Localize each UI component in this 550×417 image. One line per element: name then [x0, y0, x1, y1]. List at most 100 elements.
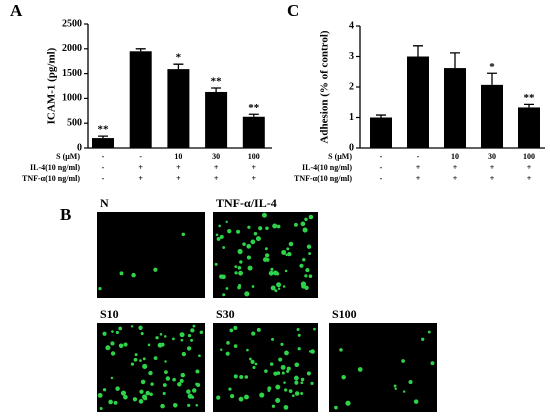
bar	[167, 69, 190, 148]
cell	[276, 224, 281, 229]
cell	[233, 374, 238, 379]
cell	[139, 389, 144, 394]
cell	[281, 249, 287, 255]
cell	[430, 361, 435, 366]
cell	[165, 376, 171, 381]
cell	[110, 376, 114, 380]
row-value: 100	[523, 152, 535, 161]
cell	[297, 347, 301, 351]
cell	[162, 383, 167, 388]
bar	[242, 116, 265, 148]
panel-label: C	[287, 1, 299, 20]
cell	[230, 394, 235, 399]
row-label: IL-4(10 ng/ml)	[30, 163, 80, 172]
cell	[172, 402, 178, 408]
row-value: 100	[248, 152, 260, 161]
cell	[250, 359, 255, 364]
cell	[281, 371, 285, 375]
cell	[179, 378, 184, 383]
cell	[222, 293, 226, 297]
cell	[357, 367, 363, 372]
cell	[261, 212, 267, 218]
cell	[282, 285, 286, 288]
cell	[273, 270, 278, 276]
cell	[120, 390, 127, 396]
cell	[300, 221, 306, 227]
cell	[294, 391, 300, 396]
cell	[140, 379, 146, 385]
bar	[407, 56, 429, 148]
cell	[246, 348, 249, 352]
cell	[177, 382, 182, 387]
y-tick-label: 2	[349, 81, 354, 92]
cell	[264, 253, 270, 258]
cell	[275, 384, 281, 390]
cell	[294, 380, 299, 385]
cell	[268, 270, 274, 276]
error-bar	[413, 45, 423, 57]
cell	[238, 270, 244, 276]
cell	[339, 348, 343, 352]
cell	[99, 406, 103, 410]
cell	[216, 395, 221, 400]
row-value: +	[138, 163, 143, 172]
row-value: +	[453, 163, 458, 172]
y-tick-label: 2000	[62, 43, 82, 54]
cell	[138, 325, 143, 330]
cell	[421, 337, 425, 341]
cell	[294, 222, 298, 227]
cell	[287, 251, 292, 257]
micrograph-label: TNF-α/IL-4	[216, 196, 277, 210]
cell	[283, 405, 289, 410]
cell	[142, 363, 148, 369]
y-tick-label: 0	[349, 142, 354, 153]
cell	[225, 220, 228, 224]
cell	[219, 348, 223, 352]
cell	[123, 394, 128, 400]
cell	[308, 252, 312, 256]
cell	[244, 291, 250, 297]
error-bar	[248, 113, 259, 117]
micrograph	[213, 323, 318, 412]
cell	[227, 229, 232, 234]
row-value: +	[453, 174, 458, 183]
cell	[148, 370, 153, 376]
cell	[394, 387, 397, 390]
cell	[225, 351, 230, 356]
cell	[294, 362, 300, 368]
cell	[138, 399, 144, 404]
cell	[285, 253, 288, 257]
cell	[172, 377, 176, 382]
error-bar	[524, 103, 534, 108]
y-tick-label: 0	[77, 142, 82, 153]
cell	[130, 362, 135, 366]
cell	[306, 371, 311, 376]
error-bar	[211, 87, 222, 92]
y-axis-label: Adhesion (% of control)	[319, 30, 331, 143]
cell	[246, 244, 252, 249]
cell	[222, 246, 226, 249]
cell	[251, 285, 255, 288]
significance-label: **	[98, 124, 110, 136]
cell	[306, 244, 312, 249]
cell	[108, 399, 113, 405]
cell	[275, 397, 281, 404]
cell	[131, 272, 136, 278]
cell	[214, 262, 218, 266]
cell	[273, 371, 278, 376]
row-label: S (μM)	[56, 152, 80, 161]
cell	[300, 392, 304, 396]
cell	[142, 357, 146, 361]
cell	[198, 354, 201, 358]
cell	[105, 345, 111, 351]
cell	[164, 370, 168, 375]
cell	[310, 349, 315, 354]
y-tick-label: 500	[67, 117, 82, 128]
cell	[274, 289, 278, 293]
cell	[226, 341, 230, 345]
row-value: +	[252, 174, 257, 183]
cell	[179, 332, 185, 338]
cell	[133, 357, 138, 362]
cell	[251, 331, 256, 336]
bar	[518, 107, 540, 148]
